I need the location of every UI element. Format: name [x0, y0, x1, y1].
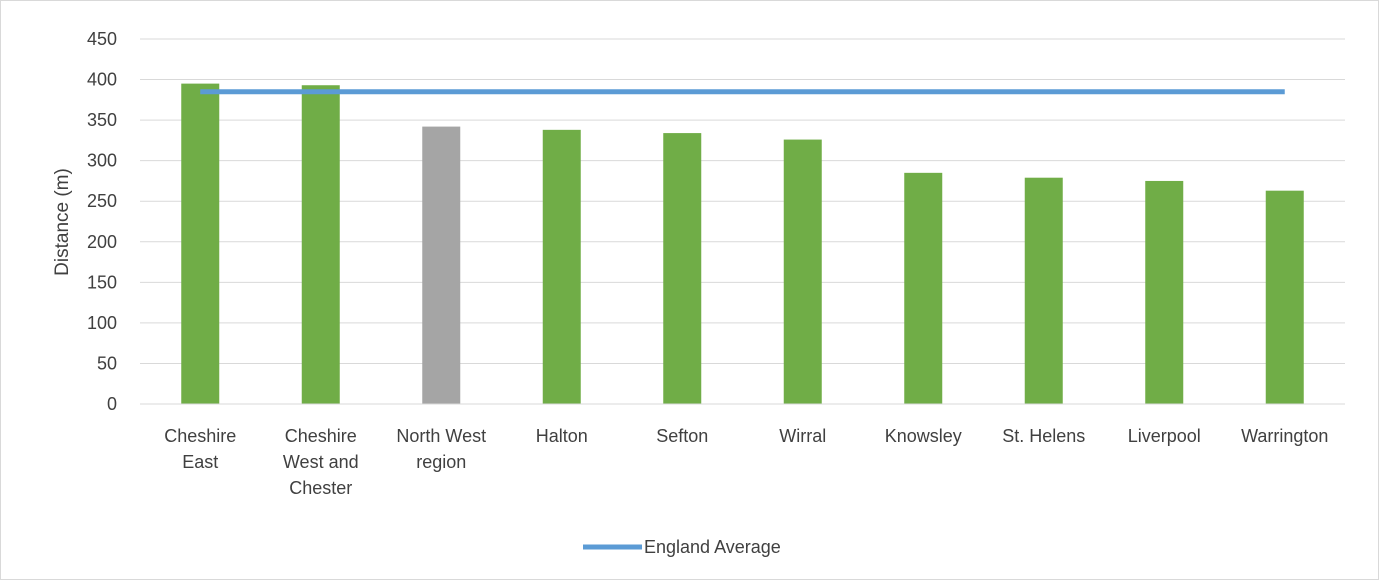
x-category-label: North West — [396, 426, 486, 446]
y-tick-label: 0 — [107, 394, 117, 414]
bar — [904, 172, 943, 404]
bar — [1024, 177, 1063, 404]
x-category-label: Cheshire — [285, 426, 357, 446]
x-axis-category-labels: Cheshire East Cheshire West and Chester North… — [164, 426, 1328, 498]
x-category-label: Knowsley — [885, 426, 962, 446]
bar — [1145, 180, 1184, 404]
x-category-label: Cheshire — [164, 426, 236, 446]
bar — [181, 83, 220, 404]
bar — [422, 126, 461, 404]
bar — [542, 129, 581, 404]
bar — [1265, 190, 1304, 404]
legend-label-england-average: England Average — [644, 537, 781, 557]
y-tick-label: 400 — [87, 70, 117, 90]
x-category-label: West and — [283, 452, 359, 472]
x-category-label: Sefton — [656, 426, 708, 446]
x-category-label: region — [416, 452, 466, 472]
bar — [301, 85, 340, 404]
y-tick-label: 50 — [97, 353, 117, 373]
y-tick-label: 250 — [87, 191, 117, 211]
x-category-label: St. Helens — [1002, 426, 1085, 446]
x-category-label: Halton — [536, 426, 588, 446]
x-category-label: East — [182, 452, 218, 472]
y-tick-label: 100 — [87, 313, 117, 333]
y-axis-title: Distance (m) — [52, 168, 73, 276]
y-tick-label: 200 — [87, 232, 117, 252]
gridlines — [140, 38, 1345, 364]
y-tick-label: 300 — [87, 151, 117, 171]
x-category-label: Liverpool — [1128, 426, 1201, 446]
y-tick-label: 350 — [87, 110, 117, 130]
x-category-label: Warrington — [1241, 426, 1328, 446]
bar — [783, 139, 822, 405]
y-axis-tick-labels: 0 50 100 150 200 250 300 350 400 450 — [87, 29, 117, 414]
y-tick-label: 150 — [87, 272, 117, 292]
y-tick-label: 450 — [87, 29, 117, 49]
x-category-label: Chester — [289, 478, 352, 498]
bar — [663, 133, 702, 405]
x-category-label: Wirral — [779, 426, 826, 446]
legend: England Average — [583, 537, 781, 557]
bars — [181, 83, 1304, 405]
